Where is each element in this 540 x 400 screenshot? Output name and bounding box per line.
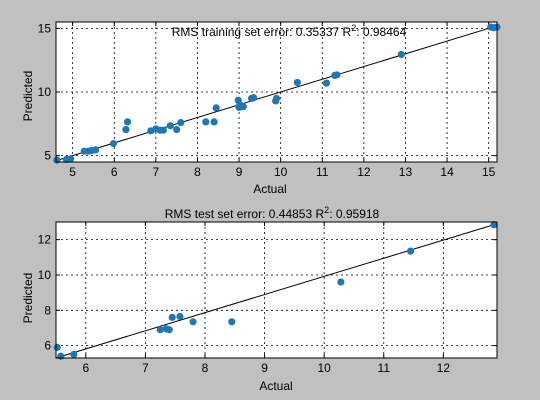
test-x-tick-label: 8	[202, 361, 209, 375]
training-data-point	[202, 118, 210, 126]
training-data-point	[91, 146, 100, 154]
test-data-point	[337, 278, 345, 286]
training-y-tick-label: 5	[44, 149, 51, 163]
training-data-point	[177, 118, 185, 127]
training-axes: RMS training set error: 0.35337 R2: 0.98…	[21, 21, 501, 196]
training-data-point	[322, 79, 331, 87]
training-x-tick-label: 10	[274, 165, 288, 179]
training-data-point	[397, 50, 405, 59]
training-data-point	[53, 156, 61, 164]
test-xlabel: Actual	[259, 379, 292, 393]
training-ylabel: Predicted	[21, 71, 35, 122]
training-y-tick-label: 10	[38, 85, 52, 99]
training-x-tick-label: 13	[399, 165, 413, 179]
training-y-tick-label: 15	[38, 21, 52, 35]
training-x-tick-label: 5	[69, 165, 76, 179]
training-x-tick-label: 15	[482, 165, 496, 179]
test-data-point	[189, 318, 197, 326]
test-x-tick-label: 7	[142, 361, 149, 375]
test-title: RMS test set error: 0.44853 R2: 0.95918	[165, 205, 380, 221]
training-title: RMS training set error: 0.35337 R2: 0.98…	[172, 23, 407, 39]
training-axes-frame	[55, 21, 498, 163]
test-data-point	[165, 326, 173, 334]
training-data-point	[212, 104, 220, 112]
training-x-tick-label: 14	[440, 165, 454, 179]
test-data-point	[168, 313, 176, 321]
training-xlabel: Actual	[253, 182, 286, 196]
training-data-point	[173, 125, 181, 134]
test-x-tick-label: 10	[317, 361, 331, 375]
training-x-tick-label: 9	[236, 165, 243, 179]
training-data-point	[109, 139, 118, 148]
training-data-point	[159, 126, 167, 134]
test-data-point	[156, 326, 164, 334]
training-data-point	[210, 118, 218, 126]
test-data-point	[490, 221, 498, 229]
training-data-point	[166, 122, 175, 130]
training-x-tick-label: 11	[316, 165, 329, 179]
training-data-point	[122, 125, 130, 134]
training-fit-line	[55, 25, 498, 162]
training-data-point	[333, 71, 341, 79]
test-x-tick-label: 9	[261, 361, 268, 375]
test-data-point	[70, 350, 78, 359]
test-x-tick-label: 11	[378, 361, 391, 375]
test-data-point	[57, 352, 65, 360]
test-y-tick-label: 6	[44, 339, 51, 353]
training-data-point	[272, 94, 281, 102]
test-ylabel: Predicted	[21, 273, 35, 324]
test-data-point	[53, 343, 61, 352]
test-x-tick-label: 6	[82, 361, 89, 375]
test-data-point	[406, 247, 415, 255]
training-data-point	[123, 118, 132, 126]
test-axes-frame	[55, 221, 498, 359]
test-x-tick-label: 12	[437, 361, 451, 375]
training-x-tick-label: 6	[111, 165, 118, 179]
training-data-point	[293, 78, 301, 87]
test-y-tick-label: 8	[44, 303, 51, 317]
test-axes: RMS test set error: 0.44853 R2: 0.95918 …	[21, 205, 498, 393]
training-data-point	[250, 94, 258, 102]
training-x-tick-label: 8	[194, 165, 201, 179]
test-data-point	[228, 318, 236, 326]
training-x-tick-label: 12	[357, 165, 371, 179]
training-x-tick-label: 7	[153, 165, 160, 179]
training-data-point	[66, 155, 75, 163]
training-data-point	[239, 103, 247, 111]
test-y-tick-label: 12	[38, 233, 52, 247]
test-fit-line	[55, 223, 498, 359]
test-y-tick-label: 10	[38, 268, 52, 282]
test-data-point	[176, 312, 184, 321]
